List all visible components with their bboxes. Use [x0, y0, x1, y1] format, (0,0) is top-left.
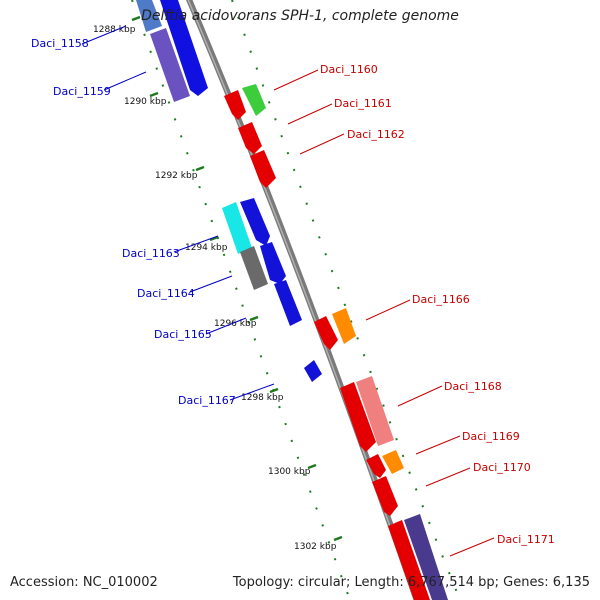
topology-label: Topology: circular; Length: 6,767,514 bp…: [232, 575, 590, 590]
gene-block-pink[interactable]: [356, 376, 394, 446]
right-strand-genes: [224, 84, 448, 600]
gene-block-daci-1164[interactable]: [240, 246, 268, 290]
scale-label-1292: 1292 kbp: [155, 171, 198, 181]
gene-block-daci-1165[interactable]: [274, 280, 302, 326]
label-daci-1169[interactable]: Daci_1169: [462, 430, 520, 443]
label-daci-1162[interactable]: Daci_1162: [347, 128, 405, 141]
right-gene-labels: Daci_1160 Daci_1161 Daci_1162 Daci_1166 …: [273, 63, 555, 557]
label-daci-1167[interactable]: Daci_1167: [178, 394, 236, 407]
scale-label-1300: 1300 kbp: [268, 467, 311, 477]
gene-block-daci-1167[interactable]: [304, 360, 322, 382]
scale-label-1294: 1294 kbp: [185, 243, 228, 253]
scale-track-inner: [131, 0, 351, 600]
label-daci-1166[interactable]: Daci_1166: [412, 293, 470, 306]
accession-label: Accession: NC_010002: [10, 575, 158, 590]
label-daci-1170[interactable]: Daci_1170: [473, 461, 531, 474]
gene-block-daci-1161[interactable]: [238, 122, 262, 154]
gene-block-daci-1171[interactable]: [388, 520, 430, 600]
gene-block-blue-c[interactable]: [260, 242, 286, 284]
scale-label-1298: 1298 kbp: [241, 393, 284, 403]
gene-block-purple[interactable]: [404, 514, 448, 600]
left-gene-labels: Daci_1158 Daci_1159 Daci_1163 Daci_1164 …: [31, 25, 275, 407]
gene-block-green[interactable]: [242, 84, 266, 116]
gene-block-daci-1159[interactable]: [150, 28, 190, 102]
scale-track-outer: [231, 0, 461, 600]
gene-block-daci-1158[interactable]: [136, 0, 162, 32]
scale-ticks: [131, 15, 343, 542]
gene-block-daci-1166[interactable]: [314, 316, 338, 350]
gene-block-daci-1170[interactable]: [382, 450, 404, 474]
label-daci-1158[interactable]: Daci_1158: [31, 37, 89, 50]
label-daci-1160[interactable]: Daci_1160: [320, 63, 378, 76]
left-strand-genes: [136, 0, 322, 382]
label-daci-1164[interactable]: Daci_1164: [137, 287, 195, 300]
gene-block-daci-1162[interactable]: [250, 150, 276, 188]
label-daci-1159[interactable]: Daci_1159: [53, 85, 111, 98]
label-daci-1163[interactable]: Daci_1163: [122, 247, 180, 260]
map-title: Delftia acidovorans SPH-1, complete geno…: [141, 8, 459, 24]
gene-block-daci-1163[interactable]: [222, 202, 252, 254]
label-daci-1168[interactable]: Daci_1168: [444, 380, 502, 393]
label-daci-1161[interactable]: Daci_1161: [334, 97, 392, 110]
label-daci-1165[interactable]: Daci_1165: [154, 328, 212, 341]
gene-block-red-d[interactable]: [372, 476, 398, 516]
gene-block-daci-1169[interactable]: [366, 454, 386, 478]
scale-label-1288: 1288 kbp: [93, 25, 136, 35]
gene-block-blue-b[interactable]: [240, 198, 270, 246]
gene-block-orange-a[interactable]: [332, 308, 356, 344]
scale-label-1296: 1296 kbp: [214, 319, 257, 329]
label-daci-1171[interactable]: Daci_1171: [497, 533, 555, 546]
scale-label-1290: 1290 kbp: [124, 97, 167, 107]
gene-block-blue-a[interactable]: [160, 0, 208, 96]
gene-block-daci-1168[interactable]: [340, 382, 376, 452]
scale-label-1302: 1302 kbp: [294, 542, 337, 552]
gene-block-daci-1160[interactable]: [224, 90, 246, 120]
chromosome-backbone-highlight: [187, 0, 417, 600]
